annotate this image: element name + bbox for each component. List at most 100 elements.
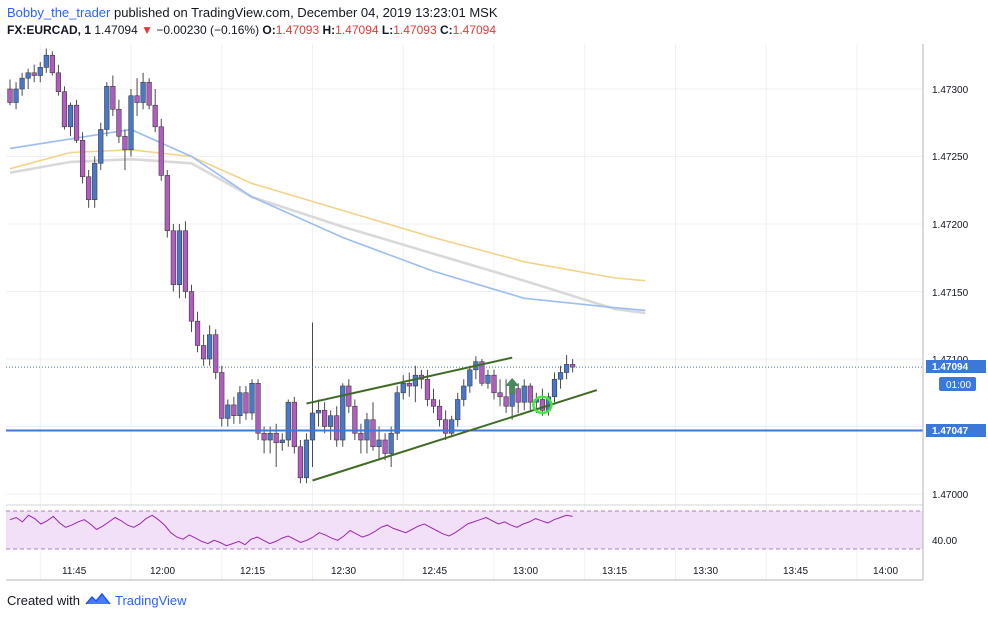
candle-body: [261, 432, 267, 441]
candle-body: [7, 88, 13, 103]
time-label: 13:30: [693, 566, 718, 577]
candle-body: [503, 396, 509, 407]
candlestick-series: [7, 48, 576, 484]
candle-body: [207, 334, 213, 360]
up-arrow-icon: [505, 378, 520, 394]
candle-body: [303, 439, 310, 479]
candle-body: [340, 385, 346, 441]
candle-body: [467, 369, 473, 387]
candle-body: [188, 291, 195, 322]
candle-body: [291, 401, 297, 448]
candle-body: [461, 385, 467, 400]
last-price-badge: 1.47094: [932, 362, 969, 373]
candle-body: [376, 439, 382, 448]
time-label: 12:30: [331, 566, 356, 577]
moving-average-line: [9, 148, 646, 282]
candle-body: [201, 345, 207, 360]
candle-body: [442, 419, 449, 434]
open-value: 1.47093: [275, 23, 320, 37]
candle-body: [43, 54, 49, 68]
price-change: −0.00230 (−0.16%): [156, 23, 260, 37]
chart-grid: [6, 44, 923, 580]
rsi-pane: [6, 510, 923, 550]
candle-body: [297, 446, 304, 479]
candle-body: [334, 415, 340, 441]
level-badge: 1.47047: [932, 426, 969, 437]
candle-body: [37, 67, 43, 76]
candle-body: [279, 439, 285, 443]
candle-body: [73, 104, 80, 141]
candle-body: [424, 378, 431, 400]
candle-body: [328, 415, 334, 427]
candle-body: [346, 385, 352, 407]
time-label: 14:00: [873, 566, 898, 577]
down-arrow-icon: ▼: [141, 23, 153, 37]
time-label: 11:45: [62, 566, 87, 577]
candle-body: [352, 405, 358, 434]
price-tick: 1.47300: [932, 85, 969, 96]
price-scale: 1.47300 1.47250 1.47200 1.47150 1.47100 …: [922, 44, 986, 580]
last-price-badge-bg: [926, 360, 986, 373]
candle-body: [92, 162, 98, 201]
price-tick: 1.47250: [932, 152, 969, 163]
candle-body: [164, 175, 170, 232]
last-price: 1.47094: [94, 23, 138, 37]
candle-body: [176, 230, 183, 286]
candle-body: [406, 382, 412, 387]
candle-body: [243, 392, 249, 414]
price-tick: 1.47150: [932, 288, 969, 299]
candle-body: [563, 364, 570, 373]
publish-info: Bobby_the_trader published on TradingVie…: [7, 5, 497, 20]
candle-body: [370, 419, 376, 448]
candle-body: [158, 126, 164, 176]
candle-body: [67, 104, 74, 128]
candle-body: [382, 439, 388, 454]
symbol-legend: FX:EURCAD, 1 1.47094 ▼ −0.00230 (−0.16%)…: [7, 23, 496, 37]
candle-body: [231, 404, 237, 416]
candle-body: [479, 361, 485, 384]
candle-body: [86, 176, 92, 201]
author-link[interactable]: Bobby_the_trader: [7, 5, 111, 20]
candle-body: [551, 378, 558, 398]
time-axis[interactable]: 11:45 12:00 12:15 12:30 12:45 13:00 13:1…: [6, 566, 923, 581]
candle-body: [321, 409, 328, 427]
candle-body: [394, 392, 400, 434]
candle-body: [55, 72, 61, 92]
channel-trendline: [312, 389, 598, 482]
level-badge-bg: [926, 424, 986, 437]
close-value: 1.47094: [452, 23, 497, 37]
candle-body: [309, 412, 316, 441]
moving-averages: [9, 128, 646, 315]
candle-body: [497, 392, 503, 398]
candle-body: [13, 88, 19, 103]
candle-body: [122, 135, 128, 151]
candle-body: [527, 385, 533, 403]
high-label: H:: [322, 23, 336, 37]
rsi-tick: 40.00: [932, 536, 957, 547]
candle-body: [152, 104, 158, 128]
candle-body: [388, 432, 394, 454]
time-label: 12:00: [150, 566, 175, 577]
candle-body: [98, 129, 104, 164]
price-chart[interactable]: 1.47300 1.47250 1.47200 1.47150 1.47100 …: [0, 44, 988, 584]
candle-body: [570, 364, 576, 368]
time-label: 12:15: [240, 566, 265, 577]
moving-average-line: [9, 157, 646, 315]
tradingview-brand-link[interactable]: TradingView: [114, 593, 187, 608]
candle-body: [134, 95, 140, 103]
candle-body: [110, 85, 116, 110]
time-label: 12:45: [422, 566, 447, 577]
candle-body: [31, 72, 37, 76]
candle-body: [213, 334, 219, 373]
chart-area[interactable]: 1.47300 1.47250 1.47200 1.47150 1.47100 …: [0, 44, 988, 584]
candle-body: [430, 399, 437, 407]
candle-body: [491, 374, 497, 394]
rsi-band: [6, 511, 923, 549]
countdown-badge: 01:00: [946, 380, 971, 391]
high-value: 1.47094: [335, 23, 379, 37]
candle-body: [273, 432, 279, 443]
highlight-circle-icon: [532, 395, 553, 415]
tradingview-logo-icon: [85, 592, 111, 609]
symbol-interval: FX:EURCAD, 1: [7, 23, 92, 37]
footer: Created with TradingView: [7, 592, 187, 609]
